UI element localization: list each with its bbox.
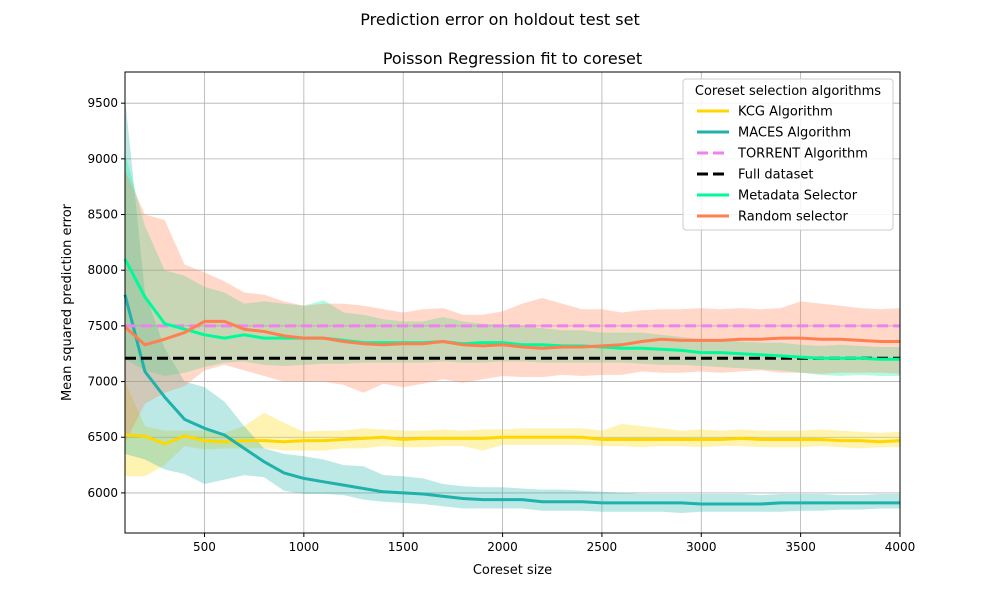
y-tick-label: 6500 bbox=[87, 430, 118, 444]
axis-ticks: 500 1000 1500 2000 2500 3000 3500 4000 6000 6500 7… bbox=[87, 96, 915, 554]
figure-suptitle: Prediction error on holdout test set bbox=[360, 10, 640, 29]
plot-frame bbox=[124, 71, 901, 534]
x-axis-label: Coreset size bbox=[473, 563, 552, 578]
series-lines bbox=[123, 258, 901, 506]
maces-algorithm-legend-label: MACES Algorithm bbox=[738, 126, 851, 141]
y-tick-label: 8500 bbox=[87, 208, 118, 222]
x-tick-label: 1000 bbox=[289, 540, 320, 554]
y-tick-label: 9000 bbox=[87, 152, 118, 166]
legend-box bbox=[682, 78, 894, 231]
random-selector-band bbox=[125, 170, 900, 443]
y-axis-label: Mean squared prediction error bbox=[60, 203, 75, 401]
y-tick-label: 8000 bbox=[87, 263, 118, 277]
y-tick-label: 9500 bbox=[87, 96, 118, 110]
legend: Coreset selection algorithms KCG Algorit… bbox=[682, 78, 894, 231]
maces-algorithm-line bbox=[123, 294, 900, 506]
x-tick-label: 500 bbox=[193, 540, 216, 554]
x-tick-label: 2500 bbox=[587, 540, 618, 554]
metadata-selector-legend-label: Metadata Selector bbox=[738, 189, 858, 204]
y-tick-label: 6000 bbox=[87, 486, 118, 500]
chart-title: Poisson Regression fit to coreset bbox=[383, 49, 642, 68]
x-tick-label: 4000 bbox=[885, 540, 916, 554]
legend-title: Coreset selection algorithms bbox=[695, 84, 881, 99]
y-tick-label: 7500 bbox=[87, 319, 118, 333]
x-tick-label: 3500 bbox=[785, 540, 816, 554]
random-selector-legend-label: Random selector bbox=[738, 210, 849, 225]
y-tick-label: 7000 bbox=[87, 375, 118, 389]
kcg-algorithm-line bbox=[124, 433, 901, 446]
x-tick-label: 3000 bbox=[686, 540, 717, 554]
legend-items: KCG Algorithm MACES Algorithm TORRENT Algo… bbox=[697, 105, 868, 225]
metadata-selector-band bbox=[125, 153, 900, 376]
confidence-bands bbox=[125, 97, 900, 513]
kcg-algorithm-legend-label: KCG Algorithm bbox=[738, 105, 833, 120]
full-dataset-legend-label: Full dataset bbox=[738, 168, 814, 183]
random-selector-line bbox=[123, 319, 900, 350]
torrent-algorithm-legend-label: TORRENT Algorithm bbox=[737, 147, 868, 162]
maces-algorithm-band bbox=[125, 97, 900, 513]
metadata-selector-line bbox=[123, 258, 900, 361]
x-tick-label: 1500 bbox=[388, 540, 419, 554]
x-tick-label: 2000 bbox=[487, 540, 518, 554]
kcg-algorithm-band bbox=[125, 381, 900, 477]
